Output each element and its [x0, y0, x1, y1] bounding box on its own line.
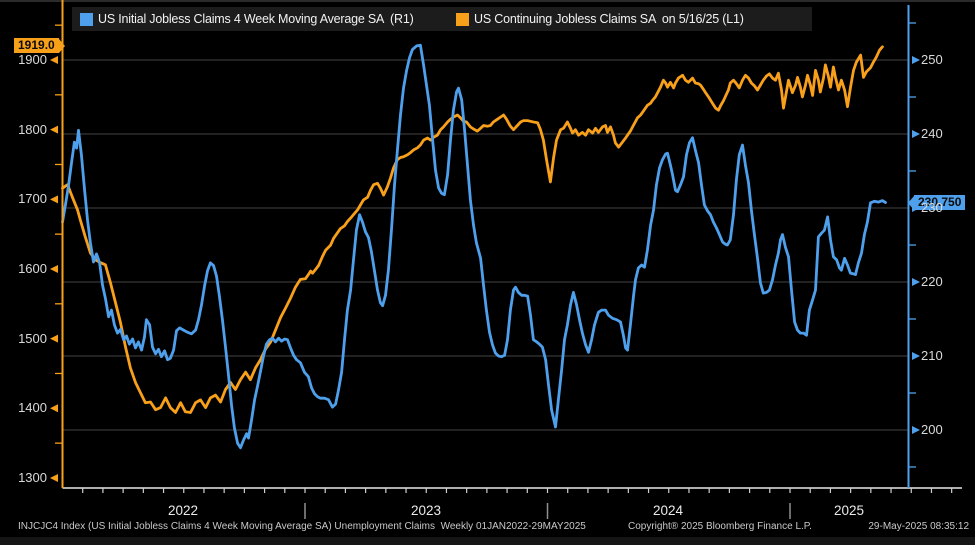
left-axis-label: 1600	[18, 261, 47, 276]
right-axis-label: 220	[921, 274, 943, 289]
left-axis-label: 1500	[18, 331, 47, 346]
left-axis-label: 1800	[18, 122, 47, 137]
legend-label: US Initial Jobless Claims 4 Week Moving …	[98, 12, 414, 26]
right-axis-label: 230	[921, 200, 943, 215]
left-axis-tick-arrow-icon	[50, 125, 58, 134]
right-axis-tick-arrow-icon	[912, 426, 920, 434]
right-axis-label: 210	[921, 348, 943, 363]
right-axis-tick-arrow-icon	[912, 352, 920, 360]
orange-series-swatch-icon	[456, 12, 469, 26]
left-axis-tick-arrow-icon	[50, 473, 58, 482]
left-axis-tick-arrow-icon	[50, 264, 58, 273]
left-axis-tick-arrow-icon	[50, 334, 58, 343]
legend-label: US Continuing Jobless Claims SA on 5/16/…	[474, 12, 744, 26]
left-axis-tick-arrow-icon	[50, 404, 58, 413]
series-line-initial-claims	[61, 43, 887, 450]
footer-timestamp: 29-May-2025 08:35:12	[868, 521, 969, 532]
left-axis-label: 1900	[18, 52, 47, 67]
right-axis-label: 240	[921, 126, 943, 141]
left-axis-label: 1300	[18, 470, 47, 485]
right-axis-label: 250	[921, 52, 943, 67]
legend-background	[72, 7, 812, 31]
footer-security-description: INJCJC4 Index (US Initial Jobless Claims…	[18, 521, 586, 532]
right-axis-tick-arrow-icon	[912, 130, 920, 138]
x-axis-year-label: 2024	[652, 503, 684, 518]
series-line-continuing-claims	[61, 45, 884, 414]
right-axis-tick-arrow-icon	[912, 56, 920, 64]
right-axis-last-value-badge: 230.750	[907, 195, 966, 210]
left-axis-tick-arrow-icon	[50, 56, 58, 64]
legend-item-continuing-claims[interactable]: US Continuing Jobless Claims SA on 5/16/…	[456, 10, 744, 28]
x-axis-year-label: 2025	[833, 503, 865, 518]
left-axis-label: 1400	[18, 400, 47, 415]
left-axis-label: 1700	[18, 191, 47, 206]
right-axis-tick-arrow-icon	[912, 278, 920, 286]
x-axis-year-label: 2022	[167, 503, 199, 518]
left-axis-tick-arrow-icon	[50, 195, 58, 204]
window-bottom-edge	[0, 537, 975, 545]
legend-item-initial-claims[interactable]: US Initial Jobless Claims 4 Week Moving …	[80, 10, 414, 28]
window-top-edge	[0, 0, 975, 2]
blue-series-swatch-icon	[80, 12, 93, 26]
right-axis-label: 200	[921, 422, 943, 437]
footer-copyright: Copyright® 2025 Bloomberg Finance L.P.	[628, 521, 812, 532]
x-axis-year-label: 2023	[410, 503, 442, 518]
left-axis-last-value-badge: 1919.0	[14, 38, 65, 53]
